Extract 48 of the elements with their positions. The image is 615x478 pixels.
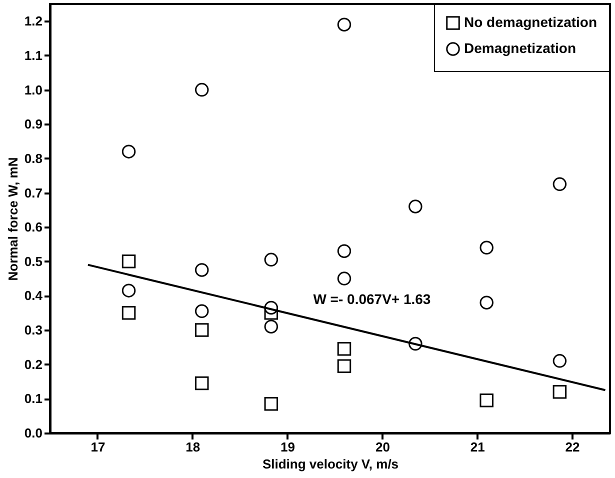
- point: [337, 18, 352, 32]
- x-tick-label: 21: [470, 440, 485, 454]
- y-tick-label: 0.4: [24, 288, 44, 304]
- point: [337, 244, 352, 258]
- point: [480, 394, 494, 408]
- point: [408, 200, 422, 214]
- legend-label: Demagnetization: [464, 40, 576, 56]
- x-tick-label: 17: [90, 440, 106, 454]
- point: [480, 296, 494, 310]
- x-axis-title: Sliding velocity V, m/s: [262, 456, 399, 472]
- point: [194, 376, 209, 390]
- point: [337, 272, 352, 286]
- y-tick-label: 0.9: [24, 116, 42, 132]
- y-tick-label: 0.8: [24, 150, 42, 166]
- y-tick-label: 0.3: [24, 322, 42, 338]
- point: [480, 240, 494, 255]
- point: [194, 263, 209, 277]
- y-tick-label: 1.1: [24, 48, 42, 63]
- point: [337, 359, 352, 373]
- point: [337, 342, 352, 356]
- point: [552, 354, 567, 368]
- point: [122, 254, 136, 268]
- point: [194, 304, 209, 318]
- point: [552, 177, 567, 192]
- y-tick-label: 0.7: [24, 185, 42, 200]
- point: [264, 396, 278, 411]
- y-tick-label: 1.2: [24, 14, 42, 29]
- y-tick-label: 0.5: [24, 254, 42, 269]
- x-tick-label: 20: [375, 440, 390, 454]
- x-tick-label: 19: [280, 440, 296, 454]
- legend-label: No demagnetization: [464, 14, 598, 30]
- y-tick-label: 0.1: [24, 391, 42, 406]
- point: [122, 144, 136, 158]
- point: [264, 320, 278, 334]
- point: [194, 323, 209, 337]
- y-tick-label: 0.6: [24, 220, 42, 235]
- y-tick-label: 1.0: [24, 82, 42, 98]
- point: [122, 284, 136, 298]
- y-tick-label: 0.2: [24, 356, 42, 372]
- y-axis-title: Normal force W, mN: [5, 157, 20, 281]
- point: [264, 252, 278, 267]
- point: [122, 306, 136, 320]
- point: [194, 82, 209, 97]
- point: [552, 384, 567, 399]
- annotation: W =- 0.067V+ 1.63: [313, 291, 431, 308]
- x-tick-label: 22: [565, 440, 580, 454]
- y-tick-label: 0.0: [24, 426, 42, 440]
- x-tick-label: 18: [186, 440, 200, 454]
